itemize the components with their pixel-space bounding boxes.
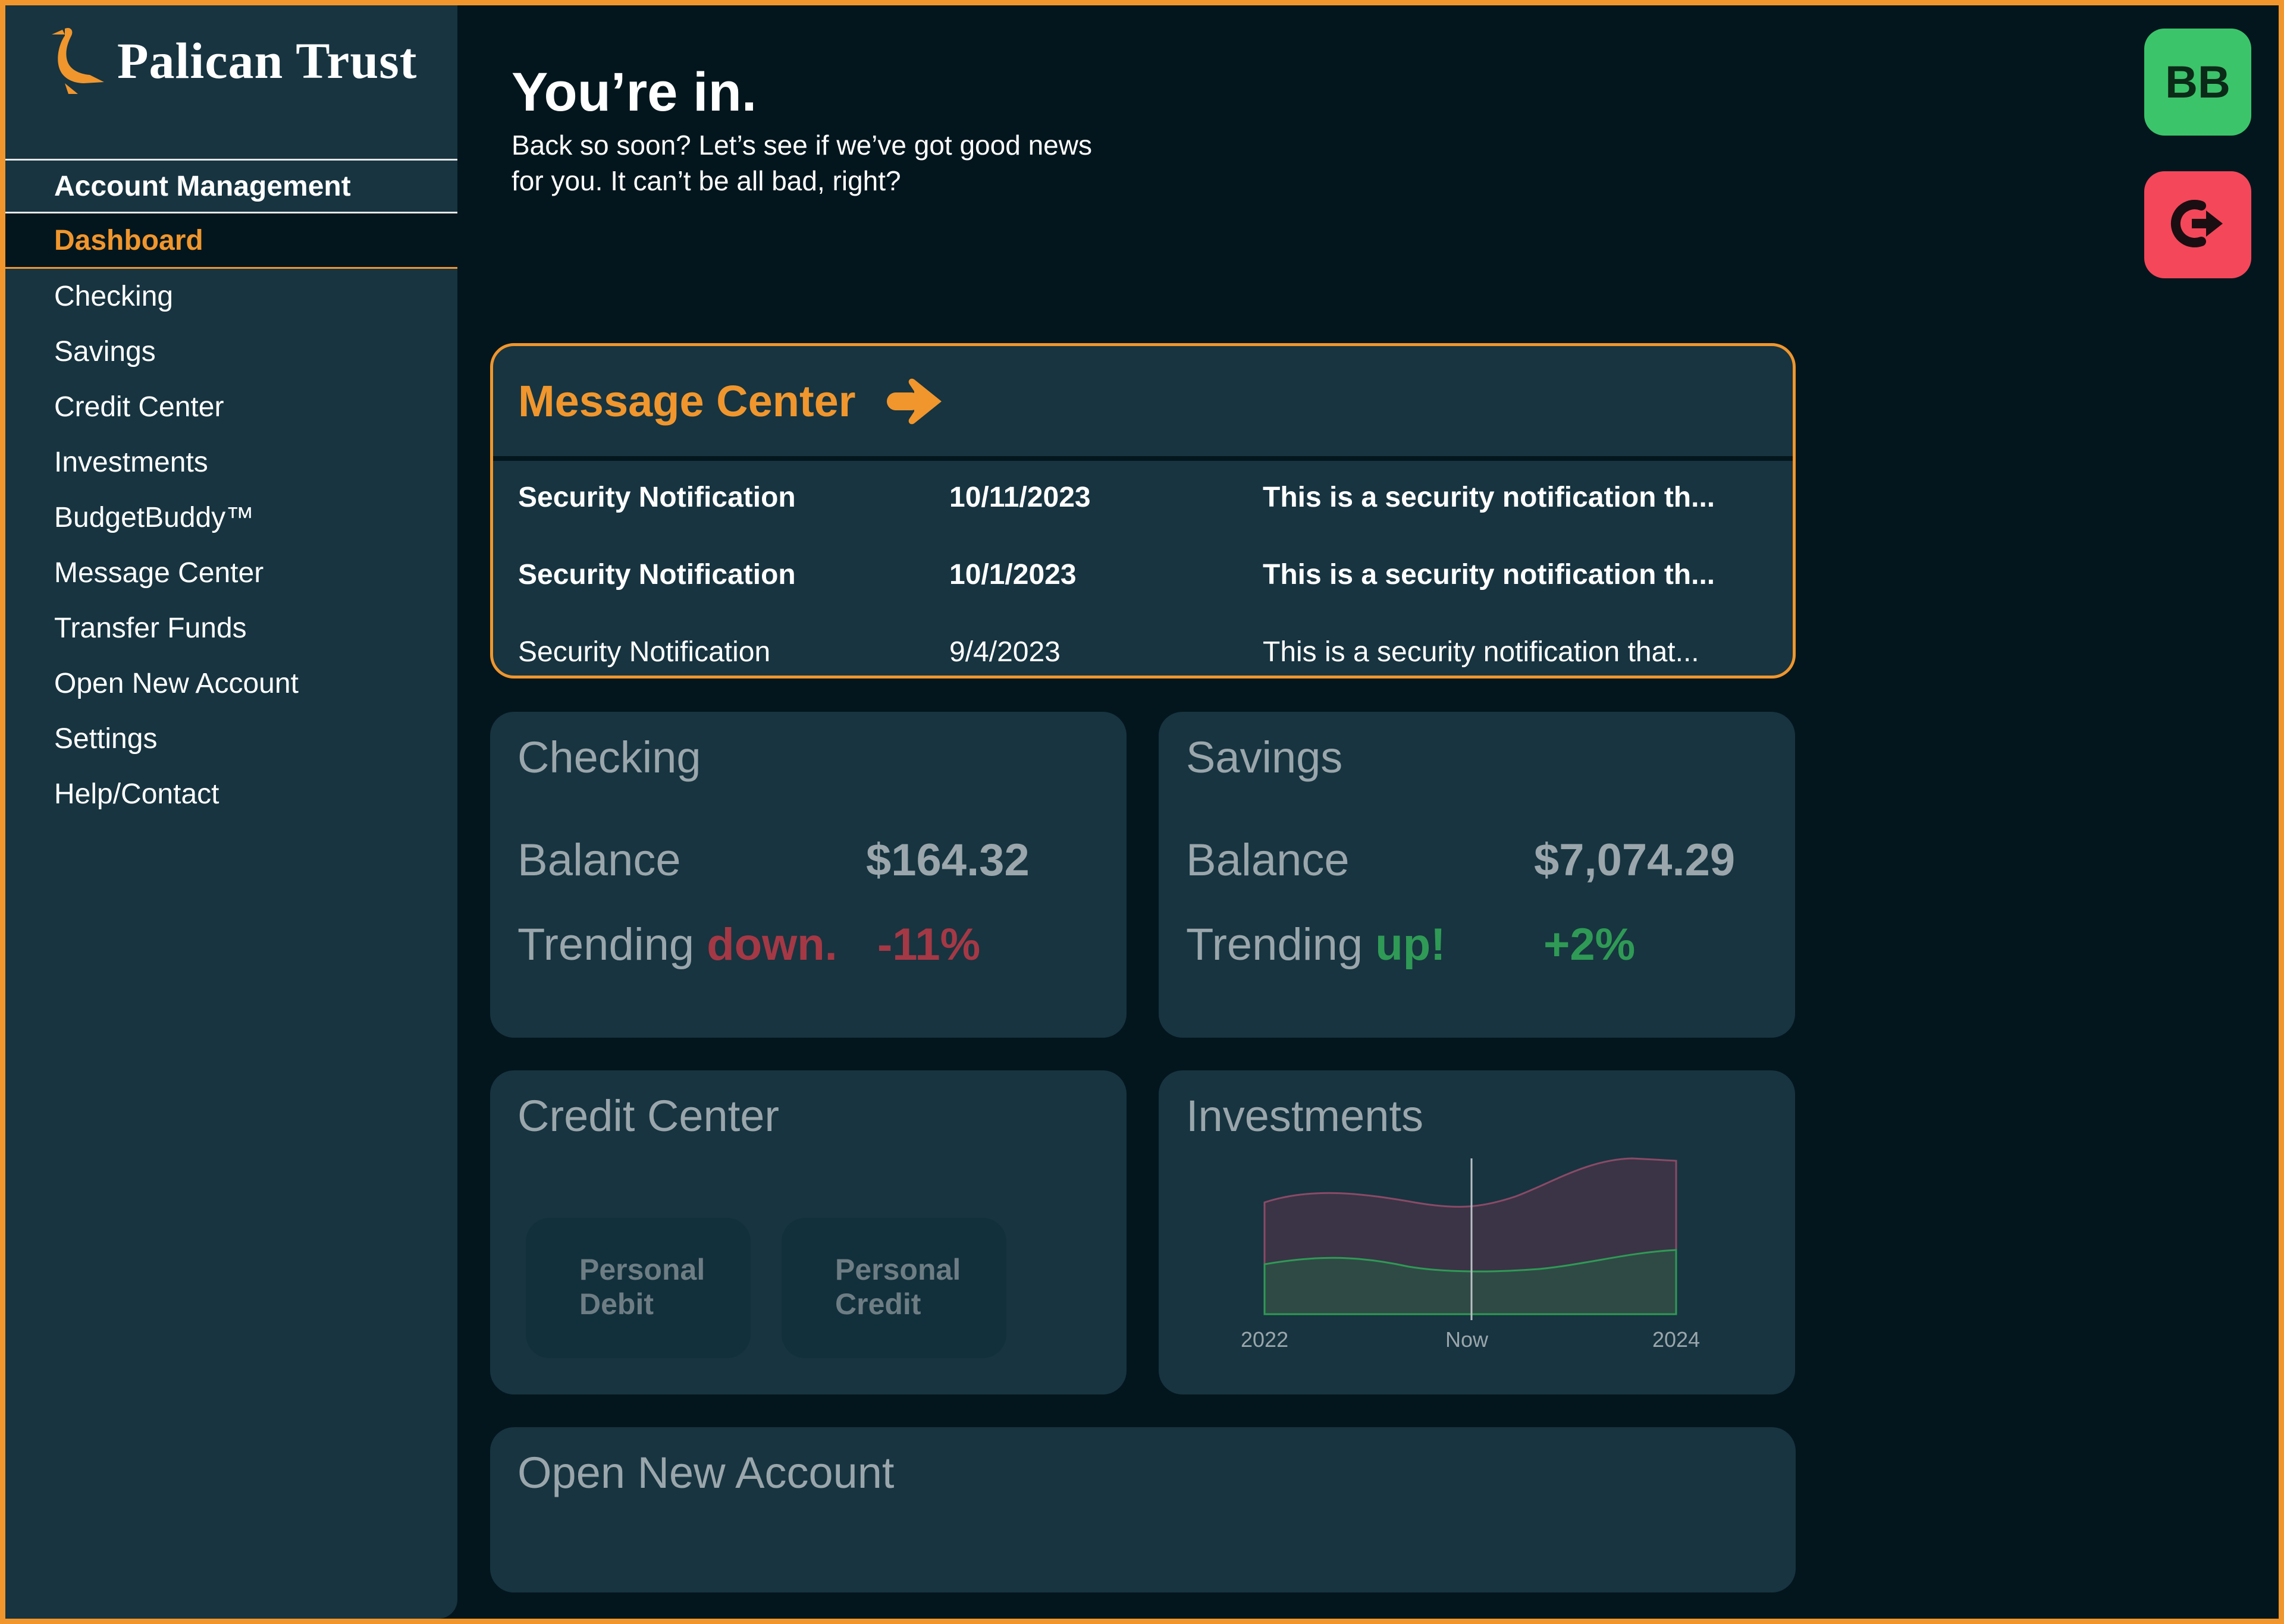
- message-row[interactable]: Security Notification 9/4/2023 This is a…: [493, 615, 1793, 676]
- investments-title: Investments: [1186, 1091, 1423, 1141]
- greeting: You’re in. Back so soon? Let’s see if we…: [512, 59, 1106, 199]
- sidebar-item-savings[interactable]: Savings: [54, 336, 156, 367]
- avatar-initials: BB: [2165, 56, 2230, 108]
- page-subtitle: Back so soon? Let’s see if we’ve got goo…: [512, 130, 1092, 196]
- logout-button[interactable]: [2144, 171, 2251, 278]
- message-row[interactable]: Security Notification 10/1/2023 This is …: [493, 538, 1793, 615]
- message-subject: Security Notification: [518, 559, 796, 590]
- credit-center-title: Credit Center: [517, 1091, 780, 1141]
- checking-card[interactable]: Checking Balance $164.32 Trending down. …: [490, 712, 1127, 1038]
- personal-debit-button[interactable]: Personal Debit: [526, 1218, 751, 1358]
- checking-trend-word: down.: [707, 919, 837, 970]
- open-new-account-card[interactable]: Open New Account: [490, 1427, 1796, 1592]
- sidebar-item-budgetbuddy[interactable]: BudgetBuddy™: [54, 502, 255, 533]
- credit-center-card: Credit Center Personal Debit Personal Cr…: [490, 1070, 1127, 1394]
- personal-credit-label-1: Personal: [835, 1253, 961, 1286]
- personal-credit-button[interactable]: Personal Credit: [782, 1218, 1006, 1358]
- savings-balance-value: $7,074.29: [1534, 835, 1736, 885]
- nav-section-account-management: Account Management: [5, 159, 457, 213]
- savings-trend-percent: +2%: [1543, 919, 1636, 970]
- savings-trend: Trending up!: [1186, 919, 1445, 970]
- user-avatar-button[interactable]: BB: [2144, 29, 2251, 136]
- checking-balance-label: Balance: [517, 835, 681, 885]
- savings-title: Savings: [1186, 733, 1343, 782]
- sidebar-item-credit-center[interactable]: Credit Center: [54, 391, 224, 423]
- message-date: 10/1/2023: [949, 559, 1077, 590]
- message-date: 10/11/2023: [949, 482, 1091, 513]
- sidebar-item-transfer-funds[interactable]: Transfer Funds: [54, 612, 247, 644]
- investments-chart: [1263, 1157, 1677, 1320]
- page-title: You’re in.: [512, 62, 757, 122]
- investments-x-tick-now: Now: [1445, 1327, 1489, 1352]
- message-preview: This is a security notification that...: [1263, 636, 1699, 668]
- message-preview: This is a security notification th...: [1263, 482, 1715, 513]
- message-subject: Security Notification: [518, 636, 771, 668]
- sidebar-item-dashboard[interactable]: Dashboard: [5, 213, 457, 269]
- brand[interactable]: Palican Trust: [47, 22, 417, 99]
- personal-debit-label-2: Debit: [579, 1287, 654, 1321]
- checking-trend-percent: -11%: [877, 919, 981, 970]
- message-center-card: Message Center Security Notification 10/…: [490, 343, 1796, 679]
- message-center-title: Message Center: [518, 376, 856, 426]
- sidebar-item-checking[interactable]: Checking: [54, 281, 174, 312]
- message-subject: Security Notification: [518, 482, 796, 513]
- investments-card[interactable]: Investments 2022 Now 2024: [1159, 1070, 1795, 1394]
- sidebar-item-investments[interactable]: Investments: [54, 447, 208, 478]
- savings-card[interactable]: Savings Balance $7,074.29 Trending up! +…: [1159, 712, 1795, 1038]
- checking-title: Checking: [517, 733, 701, 782]
- open-new-account-title: Open New Account: [517, 1448, 895, 1497]
- logout-icon: [2169, 195, 2226, 255]
- personal-credit-label-2: Credit: [835, 1287, 921, 1321]
- message-center-header[interactable]: Message Center: [493, 346, 1793, 461]
- message-row[interactable]: Security Notification 10/11/2023 This is…: [493, 461, 1793, 538]
- checking-trend-label: Trending: [517, 919, 695, 970]
- checking-trend: Trending down.: [517, 919, 837, 970]
- pelican-icon: [47, 24, 106, 98]
- sidebar: Palican Trust Account Management Dashboa…: [5, 5, 457, 1619]
- savings-balance-label: Balance: [1186, 835, 1350, 885]
- investments-x-tick-2022: 2022: [1241, 1327, 1289, 1352]
- savings-trend-label: Trending: [1186, 919, 1363, 970]
- investments-x-tick-2024: 2024: [1652, 1327, 1701, 1352]
- sidebar-nav: Account Management Dashboard Checking Sa…: [5, 159, 457, 822]
- checking-balance-value: $164.32: [866, 835, 1030, 885]
- personal-debit-label-1: Personal: [579, 1253, 705, 1286]
- message-preview: This is a security notification th...: [1263, 559, 1715, 590]
- arrow-right-icon[interactable]: [884, 375, 944, 428]
- brand-name: Palican Trust: [117, 32, 418, 89]
- investments-series-2: [1263, 1249, 1677, 1315]
- sidebar-item-settings[interactable]: Settings: [54, 723, 158, 755]
- message-date: 9/4/2023: [949, 636, 1061, 668]
- sidebar-item-message-center[interactable]: Message Center: [54, 557, 264, 589]
- sidebar-item-help-contact[interactable]: Help/Contact: [54, 778, 219, 810]
- savings-trend-word: up!: [1375, 919, 1446, 970]
- sidebar-item-open-new-account[interactable]: Open New Account: [54, 668, 299, 699]
